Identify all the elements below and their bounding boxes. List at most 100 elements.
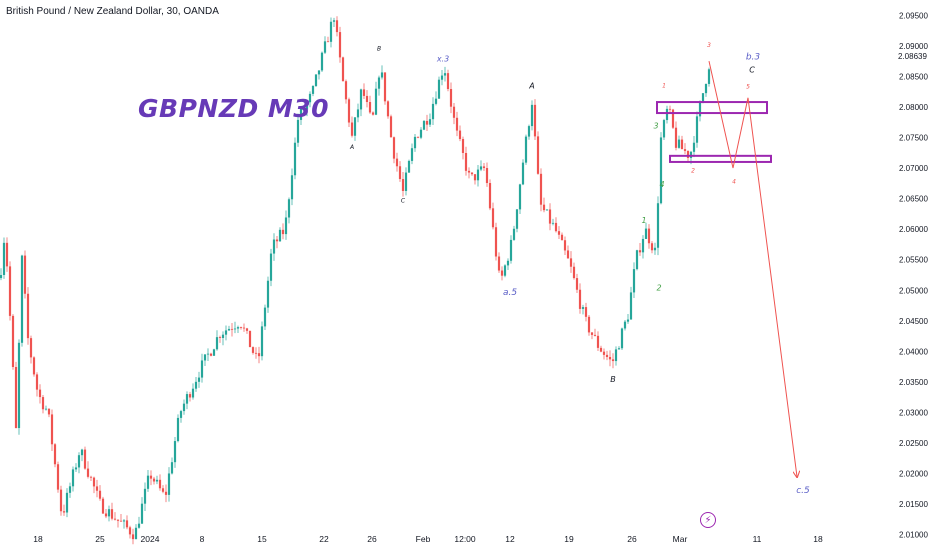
candle: [365, 90, 369, 108]
wave-label: B: [610, 375, 616, 384]
candle: [698, 100, 702, 122]
candle: [0, 268, 3, 281]
candle: [128, 525, 132, 539]
price-tick: 2.08500: [899, 72, 928, 81]
candle: [635, 249, 639, 271]
candle: [290, 168, 294, 206]
candle: [209, 352, 213, 357]
candle: [287, 197, 291, 224]
candle: [53, 443, 57, 468]
candle: [581, 304, 585, 315]
price-tick: 2.05500: [899, 256, 928, 265]
candle: [665, 105, 669, 124]
candle: [611, 353, 615, 369]
price-tick: 2.01000: [899, 531, 928, 540]
candle: [590, 332, 594, 340]
candle: [704, 83, 708, 97]
candle: [335, 16, 339, 37]
lightning-icon[interactable]: ⚡: [700, 512, 716, 528]
candle: [632, 262, 636, 299]
candle: [533, 99, 537, 140]
candle: [443, 66, 447, 82]
candle: [434, 91, 438, 106]
candle: [587, 315, 591, 336]
wave-label: A: [349, 144, 354, 151]
candle: [47, 408, 51, 418]
candle: [356, 103, 360, 123]
wave-label: c.5: [796, 486, 810, 496]
candle: [431, 97, 435, 126]
candle: [386, 100, 390, 119]
candle: [560, 232, 564, 241]
time-tick: 19: [564, 534, 574, 544]
candle: [677, 135, 681, 149]
candle: [281, 223, 285, 240]
price-tick: 2.07000: [899, 164, 928, 173]
candle: [602, 348, 606, 360]
candle: [164, 484, 168, 503]
wave-label: 4: [732, 178, 736, 185]
price-axis[interactable]: 2.01000 2.01500 2.02000 2.02500 2.03000 2.035…: [899, 11, 928, 539]
candle: [578, 283, 582, 314]
candle: [206, 348, 210, 361]
time-tick: 12: [505, 534, 515, 544]
candle: [539, 168, 543, 212]
candle: [194, 376, 198, 392]
candle: [674, 121, 678, 151]
candle: [188, 391, 192, 402]
candle: [59, 485, 63, 516]
candle: [374, 81, 378, 116]
candle: [422, 120, 426, 131]
candle: [695, 111, 699, 148]
candle: [362, 83, 366, 100]
zone-box[interactable]: [669, 154, 772, 163]
candle: [263, 304, 267, 331]
candle: [251, 346, 255, 355]
candle: [284, 210, 288, 240]
candle: [413, 134, 417, 152]
candle: [203, 354, 207, 367]
candle: [125, 515, 129, 530]
candle: [227, 325, 231, 331]
time-axis[interactable]: 18 25 2024 8 15 22 26 Feb 12:00 12 19 26 Mar 11 18: [33, 534, 823, 544]
candle: [653, 242, 657, 255]
candle: [656, 196, 660, 256]
wave-projection-line[interactable]: [708, 61, 797, 477]
price-tick: 2.04500: [899, 317, 928, 326]
candle: [323, 36, 327, 54]
candle: [575, 273, 579, 293]
candle: [641, 235, 645, 259]
candle: [5, 237, 9, 272]
candle: [122, 519, 126, 529]
candle: [671, 108, 675, 129]
time-tick: 11: [753, 534, 762, 544]
candle: [245, 327, 249, 334]
candle: [638, 243, 642, 256]
candle: [563, 236, 567, 255]
price-tick: 2.01500: [899, 500, 928, 509]
candle: [146, 470, 150, 492]
candle: [119, 514, 123, 522]
candle: [155, 475, 159, 485]
candle: [329, 17, 333, 48]
wave-label: 2: [656, 283, 661, 292]
candle: [29, 335, 33, 364]
candle: [26, 287, 30, 345]
wave-label: 3: [707, 42, 711, 49]
price-tick: 2.02000: [899, 470, 928, 479]
zone-box[interactable]: [656, 101, 768, 115]
chart-title: GBPNZD M30: [138, 94, 330, 123]
candle: [452, 103, 456, 125]
candle: [197, 371, 201, 388]
candle: [257, 346, 261, 364]
candle: [509, 235, 513, 264]
candle: [404, 167, 408, 196]
wave-label: C: [749, 66, 755, 75]
candle: [224, 325, 228, 341]
candle: [83, 446, 87, 470]
candle: [239, 326, 243, 330]
candle: [350, 116, 354, 138]
candle: [521, 159, 525, 186]
candle: [377, 75, 381, 96]
